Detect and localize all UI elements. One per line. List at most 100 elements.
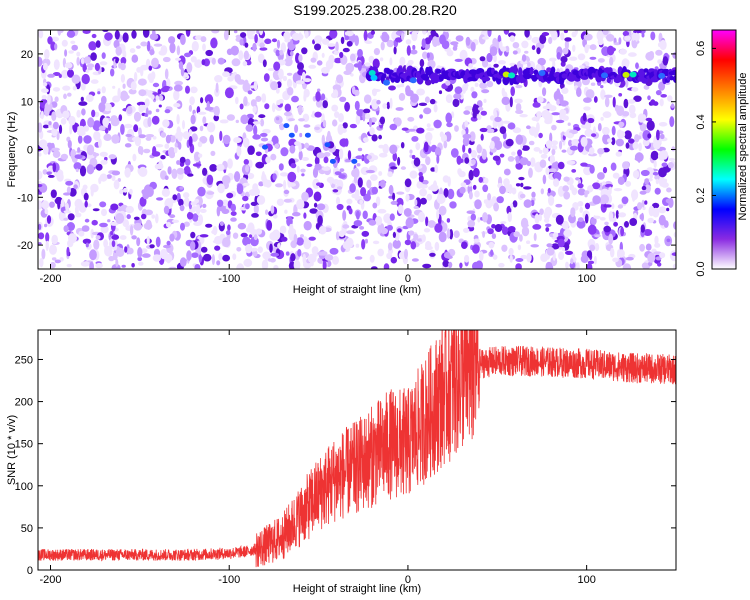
- heatmap-cell: [561, 247, 566, 252]
- heatmap-cell: [222, 178, 229, 184]
- heatmap-cell: [445, 112, 453, 124]
- heatmap-cell: [99, 201, 107, 208]
- heatmap-cell: [230, 211, 237, 217]
- heatmap-cell: [488, 241, 495, 249]
- heatmap-cell: [499, 126, 507, 134]
- heatmap-cell: [175, 57, 181, 61]
- peak-cell: [508, 72, 516, 79]
- heatmap-cell: [558, 251, 565, 260]
- heatmap-cell: [252, 105, 257, 114]
- heatmap-cell: [459, 49, 468, 61]
- heatmap-cell: [95, 163, 103, 171]
- heatmap-cell: [147, 73, 154, 81]
- heatmap-cell: [191, 206, 198, 210]
- band-cell: [523, 72, 532, 80]
- heatmap-cell: [515, 183, 521, 187]
- heatmap-cell: [489, 115, 495, 121]
- heatmap-cell: [372, 155, 379, 161]
- heatmap-cell: [418, 175, 424, 183]
- heatmap-cell: [169, 135, 176, 143]
- heatmap-cell: [487, 30, 492, 38]
- heatmap-cell: [122, 219, 130, 228]
- heatmap-cell: [666, 187, 672, 193]
- heatmap-cell: [637, 113, 646, 123]
- heatmap-cell: [163, 205, 170, 215]
- heatmap-cell: [515, 162, 523, 170]
- heatmap-cell: [222, 254, 231, 262]
- heatmap-cell: [668, 157, 676, 161]
- heatmap-cell: [275, 49, 280, 57]
- heatmap-cell: [75, 168, 79, 173]
- heatmap-cell: [560, 32, 565, 41]
- snr-y-tick-label: 100: [15, 481, 33, 493]
- heatmap-cell: [394, 231, 400, 241]
- heatmap-cell: [584, 213, 589, 224]
- heatmap-cell: [565, 250, 573, 255]
- heatmap-cell: [640, 169, 650, 177]
- heatmap-cell: [479, 82, 487, 89]
- heatmap-cell: [202, 43, 206, 51]
- heatmap-cell: [81, 73, 90, 85]
- heatmap-cell: [490, 249, 494, 256]
- peak-cell: [629, 71, 637, 78]
- heatmap-cell: [66, 186, 71, 194]
- heatmap-cell: [200, 97, 204, 104]
- heatmap-cell: [551, 112, 561, 116]
- heatmap-cell: [128, 88, 137, 95]
- heatmap-cell: [162, 56, 171, 63]
- heatmap-cell: [618, 121, 625, 128]
- heatmap-cell: [536, 111, 542, 119]
- spectrogram-cells: [38, 30, 676, 269]
- heatmap-cell: [76, 56, 80, 66]
- heatmap-cell: [620, 227, 624, 237]
- peak-cell: [538, 70, 546, 76]
- spectrogram-x-tick-label: 100: [577, 273, 595, 285]
- snr-y-tick-label: 150: [15, 439, 33, 451]
- heatmap-cell: [245, 227, 252, 233]
- heatmap-cell: [394, 37, 403, 43]
- heatmap-cell: [180, 222, 185, 231]
- heatmap-cell: [423, 107, 432, 115]
- heatmap-cell: [472, 244, 480, 254]
- heatmap-cell: [383, 263, 390, 269]
- heatmap-cell: [271, 229, 281, 241]
- heatmap-cell: [323, 156, 329, 164]
- heatmap-cell: [447, 188, 455, 200]
- heatmap-cell: [64, 62, 73, 69]
- heatmap-cell: [548, 36, 553, 45]
- heatmap-cell: [287, 86, 294, 96]
- heatmap-cell: [533, 232, 537, 242]
- spectrogram-y-tick-label: -20: [17, 240, 33, 252]
- heatmap-cell: [540, 153, 548, 159]
- heatmap-cell: [539, 208, 544, 215]
- heatmap-cell: [564, 37, 572, 42]
- heatmap-cell: [202, 203, 207, 208]
- heatmap-cell: [232, 232, 239, 239]
- heatmap-cell: [494, 224, 503, 232]
- heatmap-cell: [252, 134, 261, 140]
- heatmap-cell: [173, 146, 178, 154]
- heatmap-cell: [608, 186, 612, 195]
- heatmap-cell: [300, 168, 306, 173]
- heatmap-cell: [290, 162, 297, 169]
- heatmap-cell: [38, 170, 43, 180]
- heatmap-cell: [625, 256, 634, 261]
- heatmap-cell: [119, 189, 124, 195]
- heatmap-cell: [515, 109, 524, 114]
- heatmap-cell: [242, 195, 249, 202]
- heatmap-cell: [343, 70, 352, 75]
- heatmap-cell: [387, 242, 393, 251]
- heatmap-cell: [122, 83, 126, 89]
- heatmap-cell: [179, 156, 186, 164]
- heatmap-cell: [133, 111, 142, 122]
- heatmap-cell: [635, 32, 639, 42]
- heatmap-cell: [332, 189, 339, 193]
- heatmap-cell: [561, 220, 569, 230]
- heatmap-cell: [283, 111, 293, 117]
- heatmap-cell: [41, 248, 46, 260]
- heatmap-cell: [206, 94, 212, 99]
- heatmap-cell: [189, 241, 196, 251]
- heatmap-cell: [465, 36, 471, 46]
- heatmap-cell: [189, 96, 195, 106]
- heatmap-cell: [424, 79, 432, 86]
